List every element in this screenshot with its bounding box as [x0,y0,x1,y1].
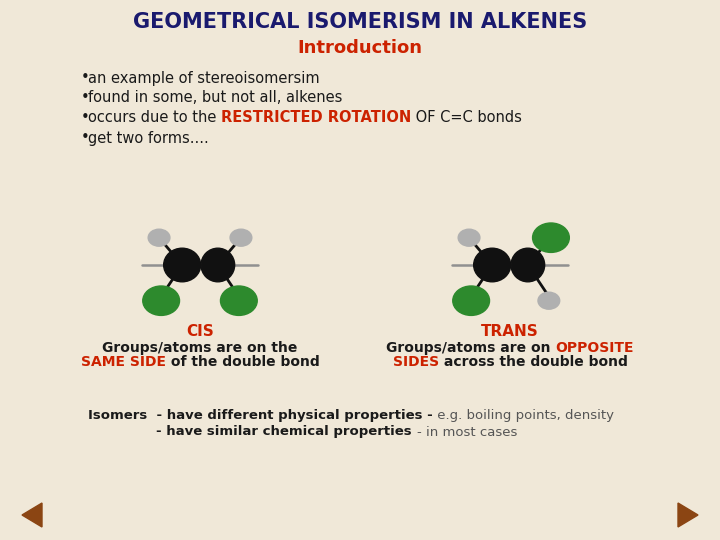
Ellipse shape [201,248,235,282]
Text: e.g. boiling points, density: e.g. boiling points, density [433,408,613,422]
Text: - in most cases: - in most cases [417,426,517,438]
Text: Isomers  - have different physical properties -: Isomers - have different physical proper… [88,408,433,422]
Text: - have similar chemical properties: - have similar chemical properties [156,426,417,438]
Text: of the double bond: of the double bond [166,355,320,369]
Text: found in some, but not all, alkenes: found in some, but not all, alkenes [88,91,343,105]
Text: •: • [81,71,89,85]
Text: RESTRICTED ROTATION: RESTRICTED ROTATION [221,111,411,125]
Polygon shape [22,503,42,527]
Ellipse shape [163,248,201,282]
Text: TRANS: TRANS [481,325,539,340]
Ellipse shape [143,286,179,315]
Text: •: • [81,91,89,105]
Text: •: • [81,111,89,125]
Text: occurs due to the: occurs due to the [88,111,221,125]
Text: OF C=C bonds: OF C=C bonds [411,111,522,125]
Polygon shape [678,503,698,527]
Ellipse shape [458,229,480,246]
Text: GEOMETRICAL ISOMERISM IN ALKENES: GEOMETRICAL ISOMERISM IN ALKENES [133,12,587,32]
Text: •: • [81,131,89,145]
Text: an example of stereoisomersim: an example of stereoisomersim [88,71,320,85]
Ellipse shape [453,286,490,315]
Ellipse shape [230,229,252,246]
Text: SIDES: SIDES [392,355,438,369]
Ellipse shape [511,248,544,282]
Ellipse shape [538,292,559,309]
Ellipse shape [220,286,257,315]
Text: SAME SIDE: SAME SIDE [81,355,166,369]
Text: Introduction: Introduction [297,39,423,57]
Text: OPPOSITE: OPPOSITE [555,341,634,355]
Text: Groups/atoms are on the: Groups/atoms are on the [102,341,297,355]
Ellipse shape [148,229,170,246]
Ellipse shape [533,223,570,252]
Ellipse shape [474,248,510,282]
Text: get two forms....: get two forms.... [88,131,209,145]
Text: across the double bond: across the double bond [438,355,628,369]
Text: Groups/atoms are on: Groups/atoms are on [386,341,555,355]
Text: CIS: CIS [186,325,214,340]
